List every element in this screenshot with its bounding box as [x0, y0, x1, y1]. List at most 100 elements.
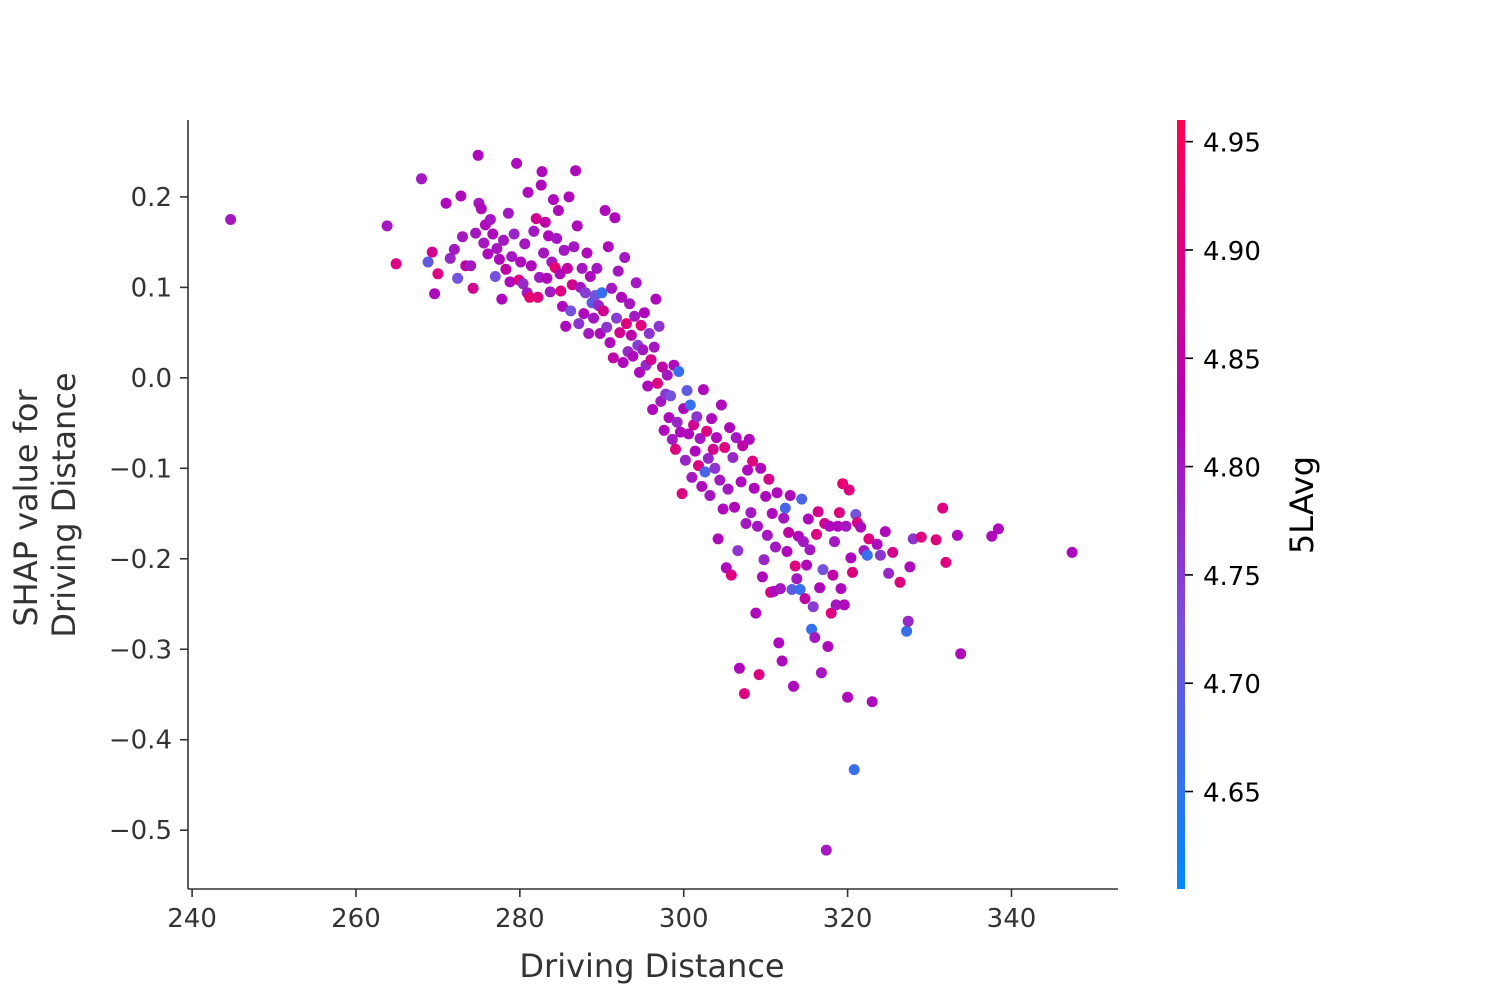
- x-tick-label: 280: [495, 904, 545, 934]
- scatter-point: [225, 214, 237, 225]
- scatter-point: [796, 493, 808, 505]
- scatter-point: [750, 607, 762, 619]
- scatter-point: [647, 404, 659, 415]
- scatter-point: [811, 528, 822, 540]
- scatter-point: [879, 526, 891, 538]
- scatter-point: [676, 488, 688, 500]
- scatter-point: [784, 490, 796, 501]
- scatter-point: [432, 268, 444, 280]
- scatter-point: [838, 599, 850, 611]
- scatter-point: [637, 344, 649, 356]
- scatter-point: [624, 298, 636, 310]
- scatter-point: [791, 573, 803, 585]
- scatter-point: [673, 366, 685, 377]
- scatter-point: [770, 541, 781, 553]
- scatter-point: [619, 252, 631, 263]
- colorbar-tick-label: 4.95: [1203, 129, 1261, 159]
- scatter-point: [620, 318, 632, 330]
- scatter-point: [743, 433, 755, 445]
- scatter-point: [801, 559, 813, 571]
- scatter-point: [607, 352, 619, 364]
- scatter-point: [452, 272, 464, 284]
- x-axis-label: Driving Distance: [519, 947, 784, 985]
- scatter-point: [812, 506, 824, 518]
- scatter-point: [706, 413, 718, 425]
- scatter-point: [643, 328, 655, 339]
- scatter-point: [815, 667, 827, 679]
- scatter-point: [561, 262, 573, 274]
- scatter-point: [833, 507, 845, 519]
- x-tick-label: 260: [331, 904, 381, 934]
- scatter-point: [489, 271, 501, 282]
- scatter-point: [704, 490, 716, 501]
- scatter-point: [847, 566, 858, 578]
- scatter-point: [829, 536, 840, 548]
- scatter-point: [776, 655, 788, 667]
- scatter-point: [707, 443, 719, 455]
- scatter-point: [642, 380, 654, 392]
- scatter-point: [761, 529, 773, 541]
- scatter-point: [444, 252, 456, 264]
- scatter-point: [465, 260, 477, 272]
- scatter-point: [629, 310, 641, 322]
- scatter-point: [517, 278, 529, 290]
- scatter-point: [630, 277, 642, 289]
- scatter-point: [422, 256, 434, 268]
- scatter-point: [455, 190, 467, 202]
- scatter-point: [940, 556, 952, 568]
- scatter-point: [691, 411, 703, 423]
- colorbar-tick-label: 4.90: [1203, 237, 1261, 267]
- scatter-point: [714, 474, 726, 486]
- y-tick-label: −0.3: [109, 635, 172, 665]
- scatter-point: [699, 466, 711, 478]
- scatter-point: [771, 487, 783, 499]
- scatter-point: [807, 601, 819, 613]
- scatter-point: [778, 512, 790, 524]
- y-axis-label-line1: SHAP value for: [7, 389, 45, 627]
- scatter-point: [648, 341, 660, 353]
- colorbar-tick-label: 4.75: [1203, 562, 1261, 592]
- scatter-point: [663, 412, 675, 424]
- scatter-point: [557, 300, 568, 312]
- scatter-point: [781, 546, 793, 557]
- scatter-point: [827, 569, 839, 581]
- scatter-point: [740, 518, 752, 529]
- scatter-point: [732, 545, 744, 557]
- scatter-point: [681, 385, 693, 396]
- scatter-point: [814, 582, 826, 594]
- scatter-point: [992, 523, 1004, 535]
- scatter-point: [576, 262, 588, 274]
- y-tick-label: −0.2: [109, 545, 172, 575]
- scatter-point: [617, 357, 629, 368]
- scatter-point: [573, 318, 585, 330]
- scatter-point: [614, 327, 626, 339]
- scatter-point: [709, 462, 721, 474]
- scatter-point: [581, 247, 593, 259]
- scatter-point: [820, 844, 832, 856]
- scatter-point: [579, 287, 591, 299]
- scatter-point: [766, 508, 778, 519]
- scatter-point: [609, 212, 621, 224]
- scatter-point: [522, 186, 534, 198]
- scatter-point: [799, 593, 811, 605]
- scatter-point: [502, 207, 514, 219]
- scatter-point: [712, 533, 724, 545]
- scatter-point: [797, 536, 809, 548]
- scatter-point: [536, 166, 548, 178]
- scatter-point: [555, 285, 567, 297]
- scatter-point: [722, 483, 734, 495]
- scatter-point: [825, 607, 837, 619]
- scatter-point: [894, 576, 906, 588]
- scatter-point: [578, 308, 590, 320]
- scatter-point: [588, 312, 600, 324]
- y-axis-label-line2: Driving Distance: [45, 372, 83, 637]
- scatter-point: [674, 426, 686, 438]
- y-axis-ticks: 0.2 0.1 0.0 −0.1 −0.2 −0.3 −0.4 −0.5: [109, 183, 188, 846]
- scatter-point: [551, 233, 563, 244]
- scatter-point: [448, 243, 460, 255]
- scatter-point: [789, 560, 801, 572]
- scatter-point: [491, 243, 503, 254]
- colorbar-tick-label: 4.85: [1203, 345, 1261, 375]
- scatter-point: [824, 520, 836, 532]
- x-tick-label: 240: [167, 904, 217, 934]
